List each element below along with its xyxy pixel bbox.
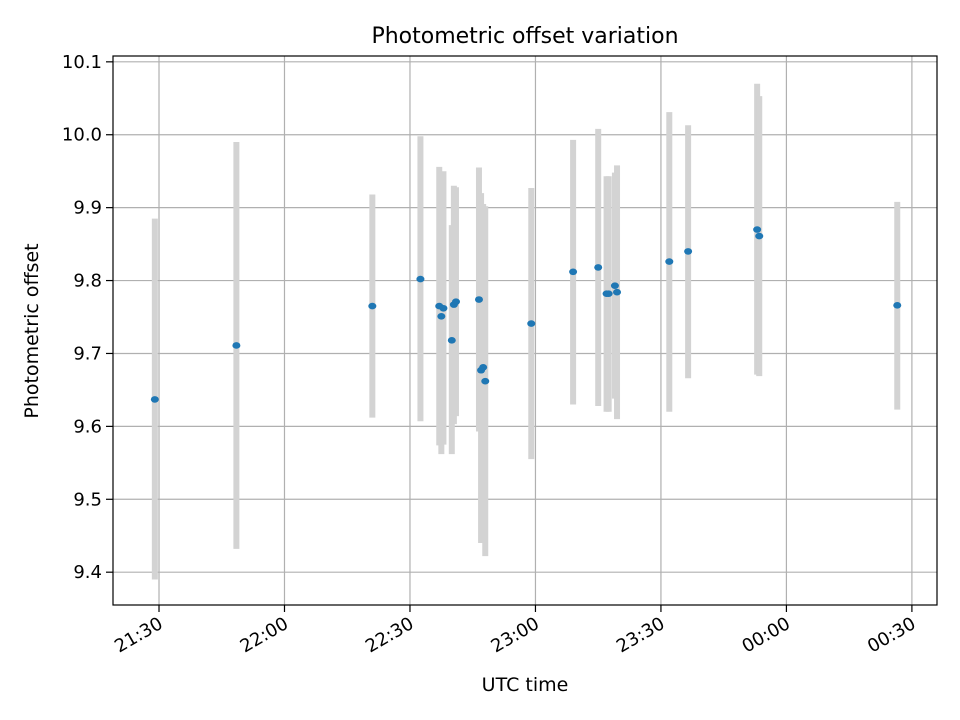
- data-point: [753, 226, 762, 233]
- data-point: [527, 320, 536, 327]
- x-tick-label: 23:30: [613, 613, 668, 657]
- y-tick-label: 9.5: [73, 489, 102, 510]
- x-tick-label: 00:30: [864, 613, 919, 657]
- data-point: [437, 312, 446, 320]
- data-point: [613, 288, 622, 296]
- data-point: [447, 337, 456, 344]
- x-tick-label: 22:30: [362, 613, 417, 657]
- data-point: [439, 304, 448, 312]
- data-point: [604, 290, 613, 297]
- data-point: [416, 275, 425, 283]
- chart-title: Photometric offset variation: [371, 24, 678, 49]
- y-tick-label: 10.0: [62, 125, 102, 146]
- y-tick-label: 9.6: [73, 416, 102, 437]
- data-point: [479, 364, 488, 371]
- data-point: [481, 377, 490, 385]
- y-tick-label: 10.1: [62, 52, 102, 73]
- plot-frame: [112, 55, 938, 606]
- y-axis-label: Photometric offset: [21, 243, 43, 418]
- data-point: [755, 232, 764, 240]
- data-points: [150, 226, 902, 403]
- x-axis-ticks: 21:30 22:00 22:30 23:00 23:30 00:00 00:30: [111, 605, 919, 657]
- x-tick-label: 00:00: [738, 613, 793, 657]
- data-point: [610, 282, 619, 289]
- y-tick-label: 9.8: [73, 271, 102, 292]
- y-tick-label: 9.4: [73, 562, 102, 583]
- data-point: [232, 342, 241, 349]
- grid-lines: [113, 56, 937, 605]
- x-tick-label: 21:30: [111, 613, 166, 657]
- y-tick-label: 9.7: [73, 343, 102, 364]
- x-tick-label: 23:00: [488, 613, 543, 657]
- data-point: [594, 264, 603, 271]
- data-point: [684, 248, 693, 255]
- data-point: [150, 396, 159, 403]
- data-point: [569, 268, 578, 276]
- data-point: [451, 298, 460, 306]
- x-axis-label: UTC time: [482, 674, 569, 696]
- x-tick-label: 22:00: [237, 613, 292, 657]
- y-tick-label: 9.9: [73, 198, 102, 219]
- data-point: [474, 296, 483, 303]
- data-point: [665, 258, 674, 265]
- y-axis-ticks: 9.4 9.5 9.6 9.7 9.8 9.9 10.0 10.1: [62, 52, 113, 583]
- data-point: [893, 302, 902, 309]
- data-point: [368, 302, 377, 310]
